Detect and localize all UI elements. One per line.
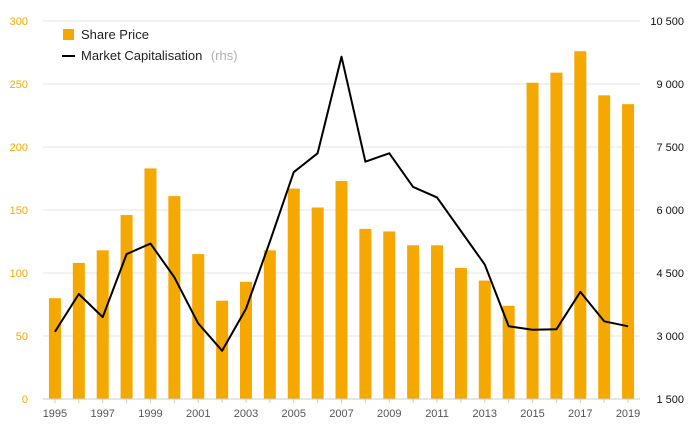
x-tick-label: 1997	[90, 408, 114, 420]
x-tick-label: 1995	[43, 408, 67, 420]
bar-share-price	[383, 231, 396, 399]
left-tick-label: 50	[16, 331, 28, 343]
left-tick-label: 300	[10, 16, 28, 28]
x-tick-label: 2003	[234, 408, 258, 420]
bar-share-price	[263, 250, 276, 399]
bar-share-price	[526, 82, 539, 400]
market-cap-line	[54, 55, 629, 352]
left-tick-label: 150	[10, 205, 28, 217]
left-tick-label: 200	[10, 142, 28, 154]
legend-label-share-price: Share Price	[81, 27, 149, 42]
legend-label-market-cap: Market Capitalisation (rhs)	[81, 47, 238, 64]
x-tick-label: 2017	[568, 408, 592, 420]
x-tick-label: 2005	[281, 408, 305, 420]
x-tick-label: 2011	[425, 408, 449, 420]
right-tick-label: 6 000	[656, 205, 684, 217]
right-tick-label: 7 500	[656, 142, 684, 154]
bar-share-price	[359, 228, 372, 399]
bar-share-price	[72, 262, 85, 399]
line-market-cap	[54, 55, 629, 352]
left-tick-label: 250	[10, 79, 28, 91]
share-price-bars	[48, 51, 635, 400]
bar-share-price	[168, 196, 181, 399]
bar-share-price	[622, 104, 635, 399]
right-tick-label: 3 000	[656, 331, 684, 343]
x-tick-label: 2013	[473, 408, 497, 420]
x-tick-label: 1999	[138, 408, 162, 420]
right-tick-label: 4 500	[656, 268, 684, 280]
x-tick-label: 2001	[186, 408, 210, 420]
right-tick-label: 10 500	[650, 16, 684, 28]
bar-share-price	[48, 298, 61, 399]
bar-share-price	[96, 250, 109, 399]
bar-share-price	[311, 207, 324, 399]
bar-share-price	[550, 72, 563, 399]
bar-share-price	[407, 245, 420, 399]
bar-share-price	[431, 245, 444, 399]
legend-swatch-share-price	[63, 29, 74, 40]
left-tick-label: 0	[22, 394, 28, 406]
bar-share-price	[144, 168, 157, 399]
bar-share-price	[478, 280, 491, 399]
bar-share-price	[120, 215, 133, 399]
legend-market-cap-suffix: (rhs)	[211, 48, 238, 63]
bar-share-price	[287, 188, 300, 399]
bar-share-price	[335, 181, 348, 399]
legend: Share Price Market Capitalisation (rhs)	[62, 27, 238, 64]
bar-share-price	[502, 305, 515, 399]
legend-market-cap-name: Market Capitalisation	[81, 48, 202, 63]
bar-share-price	[239, 281, 252, 399]
bar-share-price	[574, 51, 587, 400]
bar-share-price	[598, 95, 611, 399]
right-tick-label: 1 500	[656, 394, 684, 406]
bar-share-price	[454, 267, 467, 399]
left-tick-label: 100	[10, 268, 28, 280]
right-axis-ticks: 1 500 3 000 4 500 6 000 7 500 9 000 10 500	[650, 16, 684, 406]
left-axis-ticks: 0 50 100 150 200 250 300	[10, 16, 28, 406]
x-tick-label: 2015	[520, 408, 544, 420]
right-tick-label: 9 000	[656, 79, 684, 91]
x-axis: 1995 1997 1999 2001 2003 2005 2007 2009 2011 2013…	[43, 398, 640, 420]
x-tick-label: 2007	[329, 408, 353, 420]
x-tick-label: 2009	[377, 408, 401, 420]
x-tick-label: 2019	[616, 408, 640, 420]
bar-share-price	[192, 254, 205, 399]
